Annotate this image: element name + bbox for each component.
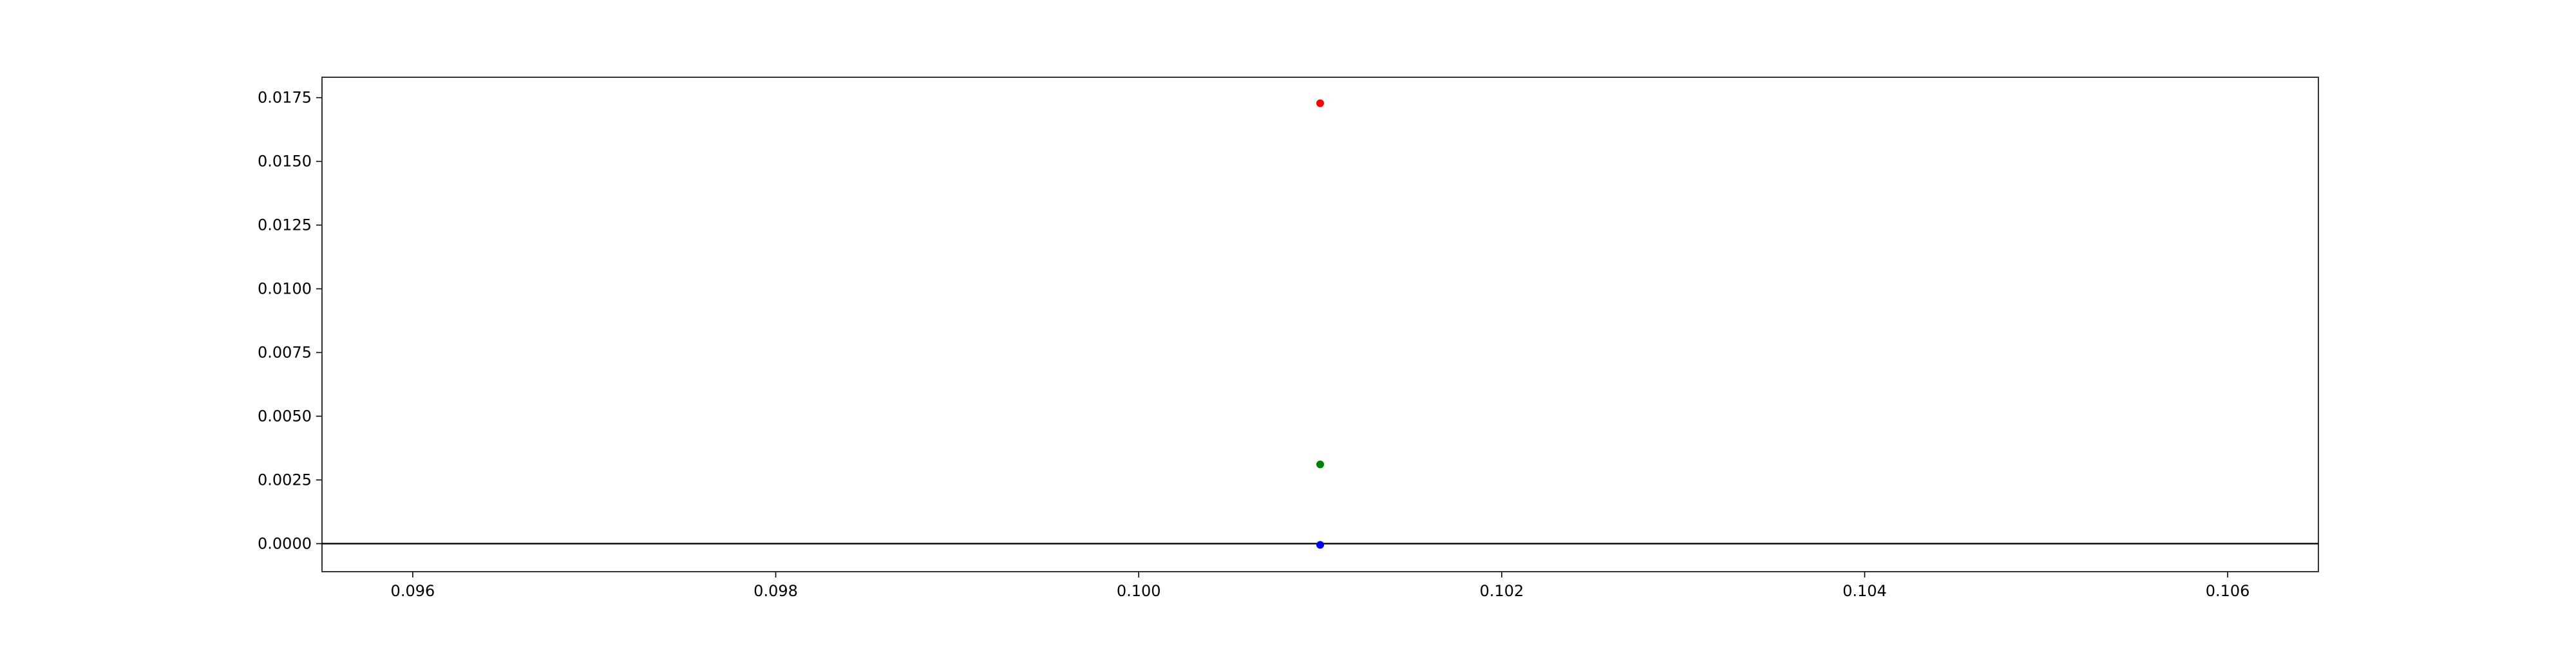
x-tick-label: 0.104 — [1842, 582, 1887, 600]
data-point-2 — [1316, 460, 1324, 469]
y-tick-label: 0.0050 — [258, 408, 312, 426]
data-point-3 — [1316, 541, 1324, 549]
x-tick-label: 0.106 — [2206, 582, 2250, 600]
x-tick-label: 0.100 — [1117, 582, 1161, 600]
y-tick-label: 0.0125 — [258, 216, 312, 234]
x-tick-label: 0.098 — [753, 582, 798, 600]
data-point-1 — [1316, 99, 1324, 108]
y-tick-label: 0.0000 — [258, 534, 312, 552]
y-tick-label: 0.0075 — [258, 344, 312, 362]
y-tick-label: 0.0025 — [258, 471, 312, 489]
data-points — [1316, 99, 1324, 549]
y-tick-label: 0.0175 — [258, 89, 312, 107]
y-tick-label: 0.0100 — [258, 280, 312, 298]
x-tick-label: 0.096 — [391, 582, 435, 600]
x-tick-label: 0.102 — [1479, 582, 1524, 600]
y-tick-label: 0.0150 — [258, 153, 312, 171]
x-axis-ticks: 0.096 0.098 0.100 0.102 0.104 0.106 — [391, 572, 2250, 600]
y-axis-ticks: 0.0000 0.0025 0.0050 0.0075 0.0100 0.0125 0.01… — [258, 89, 322, 552]
plot-frame — [321, 77, 2319, 572]
